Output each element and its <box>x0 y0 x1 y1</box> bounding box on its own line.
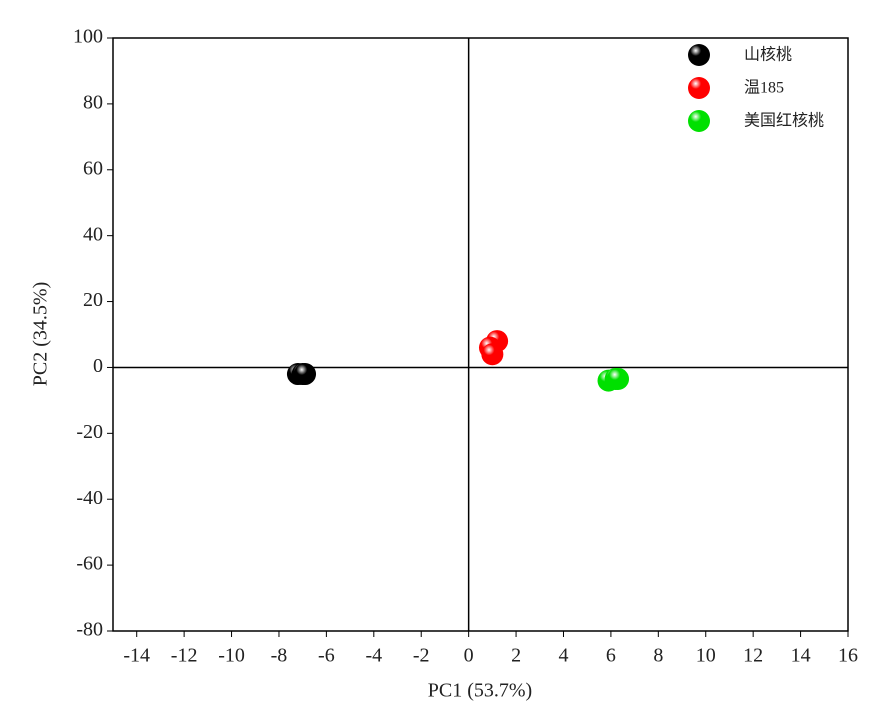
point <box>607 367 630 390</box>
x-tick-label: -10 <box>218 645 245 667</box>
y-tick-label: -40 <box>76 487 103 509</box>
legend-label: 美国红核桃 <box>744 112 824 130</box>
y-tick-label: -20 <box>76 421 103 443</box>
legend-marker <box>688 77 710 99</box>
x-tick-label: -4 <box>365 645 382 667</box>
point <box>481 343 504 366</box>
y-tick-label: 100 <box>73 26 103 48</box>
y-tick-label: 60 <box>83 157 103 179</box>
y-tick-label: 80 <box>83 91 103 113</box>
y-tick-label: 20 <box>83 289 103 311</box>
x-tick-label: 2 <box>511 645 521 667</box>
x-tick-label: -14 <box>123 645 150 667</box>
legend-marker <box>688 110 710 132</box>
x-tick-label: -8 <box>271 645 288 667</box>
x-tick-label: 0 <box>464 645 474 667</box>
x-tick-label: -12 <box>171 645 198 667</box>
x-tick-label: 8 <box>653 645 663 667</box>
x-tick-label: 10 <box>696 645 716 667</box>
legend-label: 山核桃 <box>744 46 792 64</box>
y-axis-label: PC2 (34.5%) <box>30 282 52 386</box>
plot-frame <box>112 37 849 632</box>
y-tick-label: -80 <box>76 619 103 641</box>
legend-label: 温185 <box>744 79 784 97</box>
x-tick-label: 4 <box>558 645 568 667</box>
y-tick-label: 0 <box>93 355 103 377</box>
y-tick-label: 40 <box>83 223 103 245</box>
x-tick-label: 16 <box>838 645 858 667</box>
x-tick-label: 12 <box>743 645 763 667</box>
x-tick-label: 14 <box>791 645 811 667</box>
x-tick-label: -6 <box>318 645 335 667</box>
x-tick-label: 6 <box>606 645 616 667</box>
x-tick-label: -2 <box>413 645 430 667</box>
x-axis-label: PC1 (53.7%) <box>428 680 532 702</box>
y-tick-label: -60 <box>76 553 103 575</box>
point <box>294 363 317 386</box>
legend-marker <box>688 44 710 66</box>
